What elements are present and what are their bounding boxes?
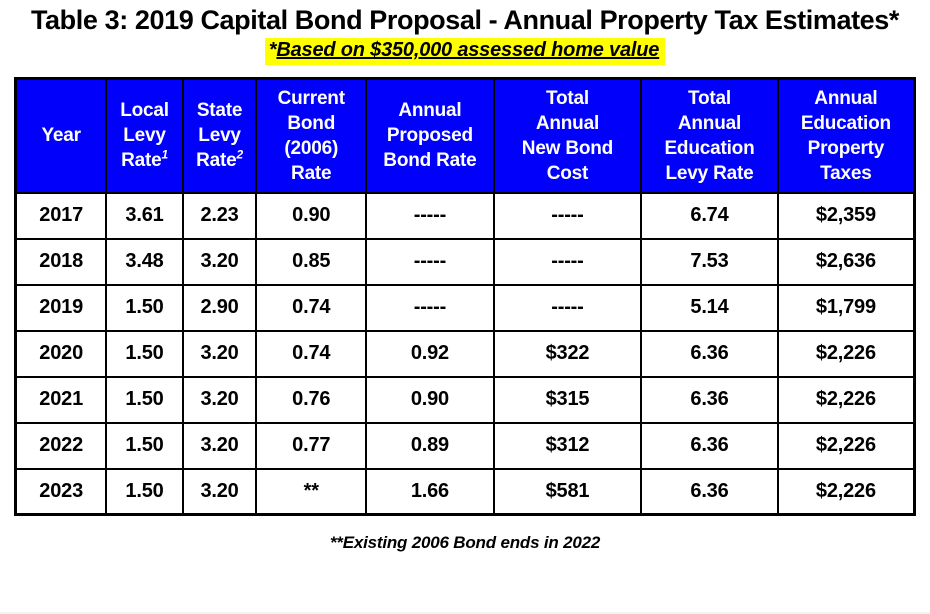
value-cell: $2,359 [776, 191, 916, 240]
value-cell: $312 [492, 421, 643, 470]
value-cell: 5.14 [640, 283, 779, 332]
value-cell: 1.50 [105, 421, 184, 470]
table-row-2019: 2019 1.50 2.90 0.74 ----- ----- 5.14 $1,799 [14, 283, 916, 332]
value-cell: ** [255, 467, 368, 516]
year-cell: 2020 [14, 329, 108, 378]
value-cell: 1.50 [105, 375, 184, 424]
value-cell: $2,636 [776, 237, 916, 286]
column-header-local-levy-rate: Local Levy Rate1 [105, 77, 184, 194]
value-cell: ----- [365, 283, 495, 332]
value-cell: 0.90 [255, 191, 368, 240]
value-cell: ----- [492, 191, 643, 240]
column-header-total-annual-new-bond-cost: Total Annual New Bond Cost [492, 77, 643, 194]
column-header-state-levy-rate: State Levy Rate2 [181, 77, 258, 194]
table-row-2017: 2017 3.61 2.23 0.90 ----- ----- 6.74 $2,359 [14, 191, 916, 240]
year-cell: 2018 [14, 237, 108, 286]
value-cell: 7.53 [640, 237, 779, 286]
value-cell: 0.89 [365, 421, 495, 470]
value-cell: $2,226 [776, 421, 916, 470]
value-cell: 6.36 [640, 467, 779, 516]
value-cell: 0.76 [255, 375, 368, 424]
page: Table 3: 2019 Capital Bond Proposal - An… [0, 5, 930, 614]
table-header-row: Year Local Levy Rate1 State Levy Rate2 Current B… [14, 77, 916, 194]
year-cell: 2021 [14, 375, 108, 424]
table-row-2021: 2021 1.50 3.20 0.76 0.90 $315 6.36 $2,226 [14, 375, 916, 424]
value-cell: $1,799 [776, 283, 916, 332]
value-cell: 3.61 [105, 191, 184, 240]
column-header-current-bond-2006-rate: Current Bond (2006) Rate [255, 77, 368, 194]
value-cell: 0.85 [255, 237, 368, 286]
value-cell: 1.50 [105, 467, 184, 516]
value-cell: 2.23 [181, 191, 258, 240]
value-cell: 1.50 [105, 329, 184, 378]
value-cell: ----- [365, 191, 495, 240]
value-cell: $322 [492, 329, 643, 378]
value-cell: $315 [492, 375, 643, 424]
bottom-edge-strip [0, 612, 930, 614]
column-header-annual-proposed-bond-rate: Annual Proposed Bond Rate [365, 77, 495, 194]
value-cell: 3.20 [181, 329, 258, 378]
value-cell: 0.74 [255, 329, 368, 378]
value-cell: 3.48 [105, 237, 184, 286]
column-header-annual-education-property-taxes: Annual Education Property Taxes [776, 77, 916, 194]
value-cell: 0.74 [255, 283, 368, 332]
column-header-year: Year [14, 77, 108, 194]
value-cell: $2,226 [776, 467, 916, 516]
value-cell: 3.20 [181, 375, 258, 424]
value-cell: ----- [492, 237, 643, 286]
year-cell: 2023 [14, 467, 108, 516]
subtitle-asterisk: * [268, 39, 277, 62]
subtitle-highlight: *Based on $350,000 assessed home value [264, 38, 666, 66]
year-cell: 2017 [14, 191, 108, 240]
table-footnote: **Existing 2006 Bond ends in 2022 [329, 533, 601, 553]
value-cell: $2,226 [776, 375, 916, 424]
value-cell: ----- [365, 237, 495, 286]
value-cell: 0.77 [255, 421, 368, 470]
value-cell: 2.90 [181, 283, 258, 332]
value-cell: 1.66 [365, 467, 495, 516]
value-cell: 0.92 [365, 329, 495, 378]
value-cell: $581 [492, 467, 643, 516]
year-cell: 2022 [14, 421, 108, 470]
subtitle-row: *Based on $350,000 assessed home value [0, 38, 930, 66]
value-cell: 3.20 [181, 237, 258, 286]
table-row-2022: 2022 1.50 3.20 0.77 0.89 $312 6.36 $2,226 [14, 421, 916, 470]
table-row-2023: 2023 1.50 3.20 ** 1.66 $581 6.36 $2,226 [14, 467, 916, 516]
footnote-marker: 2 [236, 148, 244, 162]
value-cell: 6.36 [640, 421, 779, 470]
table-row-2020: 2020 1.50 3.20 0.74 0.92 $322 6.36 $2,226 [14, 329, 916, 378]
year-cell: 2019 [14, 283, 108, 332]
value-cell: ----- [492, 283, 643, 332]
property-tax-table: Year Local Levy Rate1 State Levy Rate2 Current B… [14, 77, 916, 517]
table-row-2018: 2018 3.48 3.20 0.85 ----- ----- 7.53 $2,636 [14, 237, 916, 286]
value-cell: 3.20 [181, 421, 258, 470]
value-cell: $2,226 [776, 329, 916, 378]
value-cell: 3.20 [181, 467, 258, 516]
footnote-marker: 1 [161, 148, 168, 162]
subtitle-text: Based on $350,000 assessed home value [276, 39, 660, 62]
value-cell: 6.36 [640, 329, 779, 378]
value-cell: 6.74 [640, 191, 779, 240]
value-cell: 6.36 [640, 375, 779, 424]
value-cell: 0.90 [365, 375, 495, 424]
column-header-total-annual-education-levy-rate: Total Annual Education Levy Rate [640, 77, 779, 194]
page-title: Table 3: 2019 Capital Bond Proposal - An… [30, 5, 900, 35]
value-cell: 1.50 [105, 283, 184, 332]
